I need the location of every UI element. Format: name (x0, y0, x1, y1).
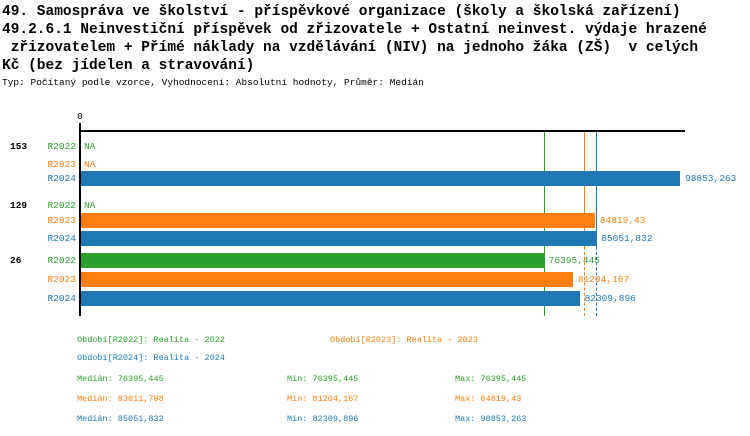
na-value-label: NA (84, 200, 96, 211)
row-series-label: R2022 (47, 255, 76, 266)
bar (81, 171, 680, 186)
group-count-label: 129 (10, 200, 28, 211)
bar-value-label: 82309,896 (584, 293, 636, 304)
row-series-label: R2023 (47, 215, 76, 226)
bar (81, 213, 595, 228)
group-count-label: 153 (10, 141, 28, 152)
title-line-3: zřizovatelem + Přímé náklady na vzdělává… (2, 40, 699, 56)
median-line-dashed (583, 247, 585, 316)
stat-max-r2023: Max: 84819,43 (455, 394, 522, 404)
bar-value-label: 76395,445 (548, 255, 600, 266)
na-value-label: NA (84, 141, 96, 152)
bar-value-label: 84819,43 (599, 215, 646, 226)
row-series-label: R2024 (47, 293, 76, 304)
stat-median-r2024: Medián: 85051,832 (77, 414, 164, 424)
stat-min-r2023: Min: 81204,167 (287, 394, 359, 404)
x-axis-zero-label: 0 (77, 111, 83, 122)
bar (81, 272, 573, 287)
legend-item-r2022: Období[R2022]: Realita - 2022 (77, 335, 225, 345)
x-axis-line (80, 130, 685, 132)
title-line-1: 49. Samospráva ve školství - příspěvkové… (2, 4, 681, 20)
median-line (596, 132, 598, 247)
title-line-2: 49.2.6.1 Neinvestiční příspěvek od zřizo… (2, 22, 707, 38)
chart-meta-info: Typ: Počítaný podle vzorce, Vyhodnocení:… (2, 77, 424, 88)
stat-median-r2023: Medián: 83011,798 (77, 394, 164, 404)
bar-value-label: 85051,832 (601, 233, 653, 244)
group-count-label: 26 (10, 255, 22, 266)
row-series-label: R2023 (47, 159, 76, 170)
bar (81, 253, 544, 268)
row-series-label: R2022 (47, 141, 76, 152)
stat-min-r2022: Min: 76395,445 (287, 374, 359, 384)
median-line (583, 132, 585, 247)
stat-median-r2022: Medián: 76395,445 (77, 374, 164, 384)
row-series-label: R2024 (47, 233, 76, 244)
stat-max-r2024: Max: 98853,263 (455, 414, 527, 424)
legend-item-r2023: Období[R2023]: Realita - 2023 (330, 335, 478, 345)
bar-value-label: 98853,263 (685, 173, 737, 184)
row-series-label: R2022 (47, 200, 76, 211)
bar (81, 231, 597, 246)
stat-max-r2022: Max: 76395,445 (455, 374, 527, 384)
y-axis-line (79, 123, 81, 316)
row-series-label: R2024 (47, 173, 76, 184)
row-series-label: R2023 (47, 274, 76, 285)
title-line-4: Kč (bez jídelen a stravování) (2, 58, 255, 74)
bar (81, 291, 580, 306)
stat-min-r2024: Min: 82309,896 (287, 414, 359, 424)
legend-item-r2024: Období[R2024]: Realita - 2024 (77, 353, 225, 363)
na-value-label: NA (84, 159, 96, 170)
bar-value-label: 81204,167 (577, 274, 630, 285)
median-line-dashed (596, 247, 598, 316)
